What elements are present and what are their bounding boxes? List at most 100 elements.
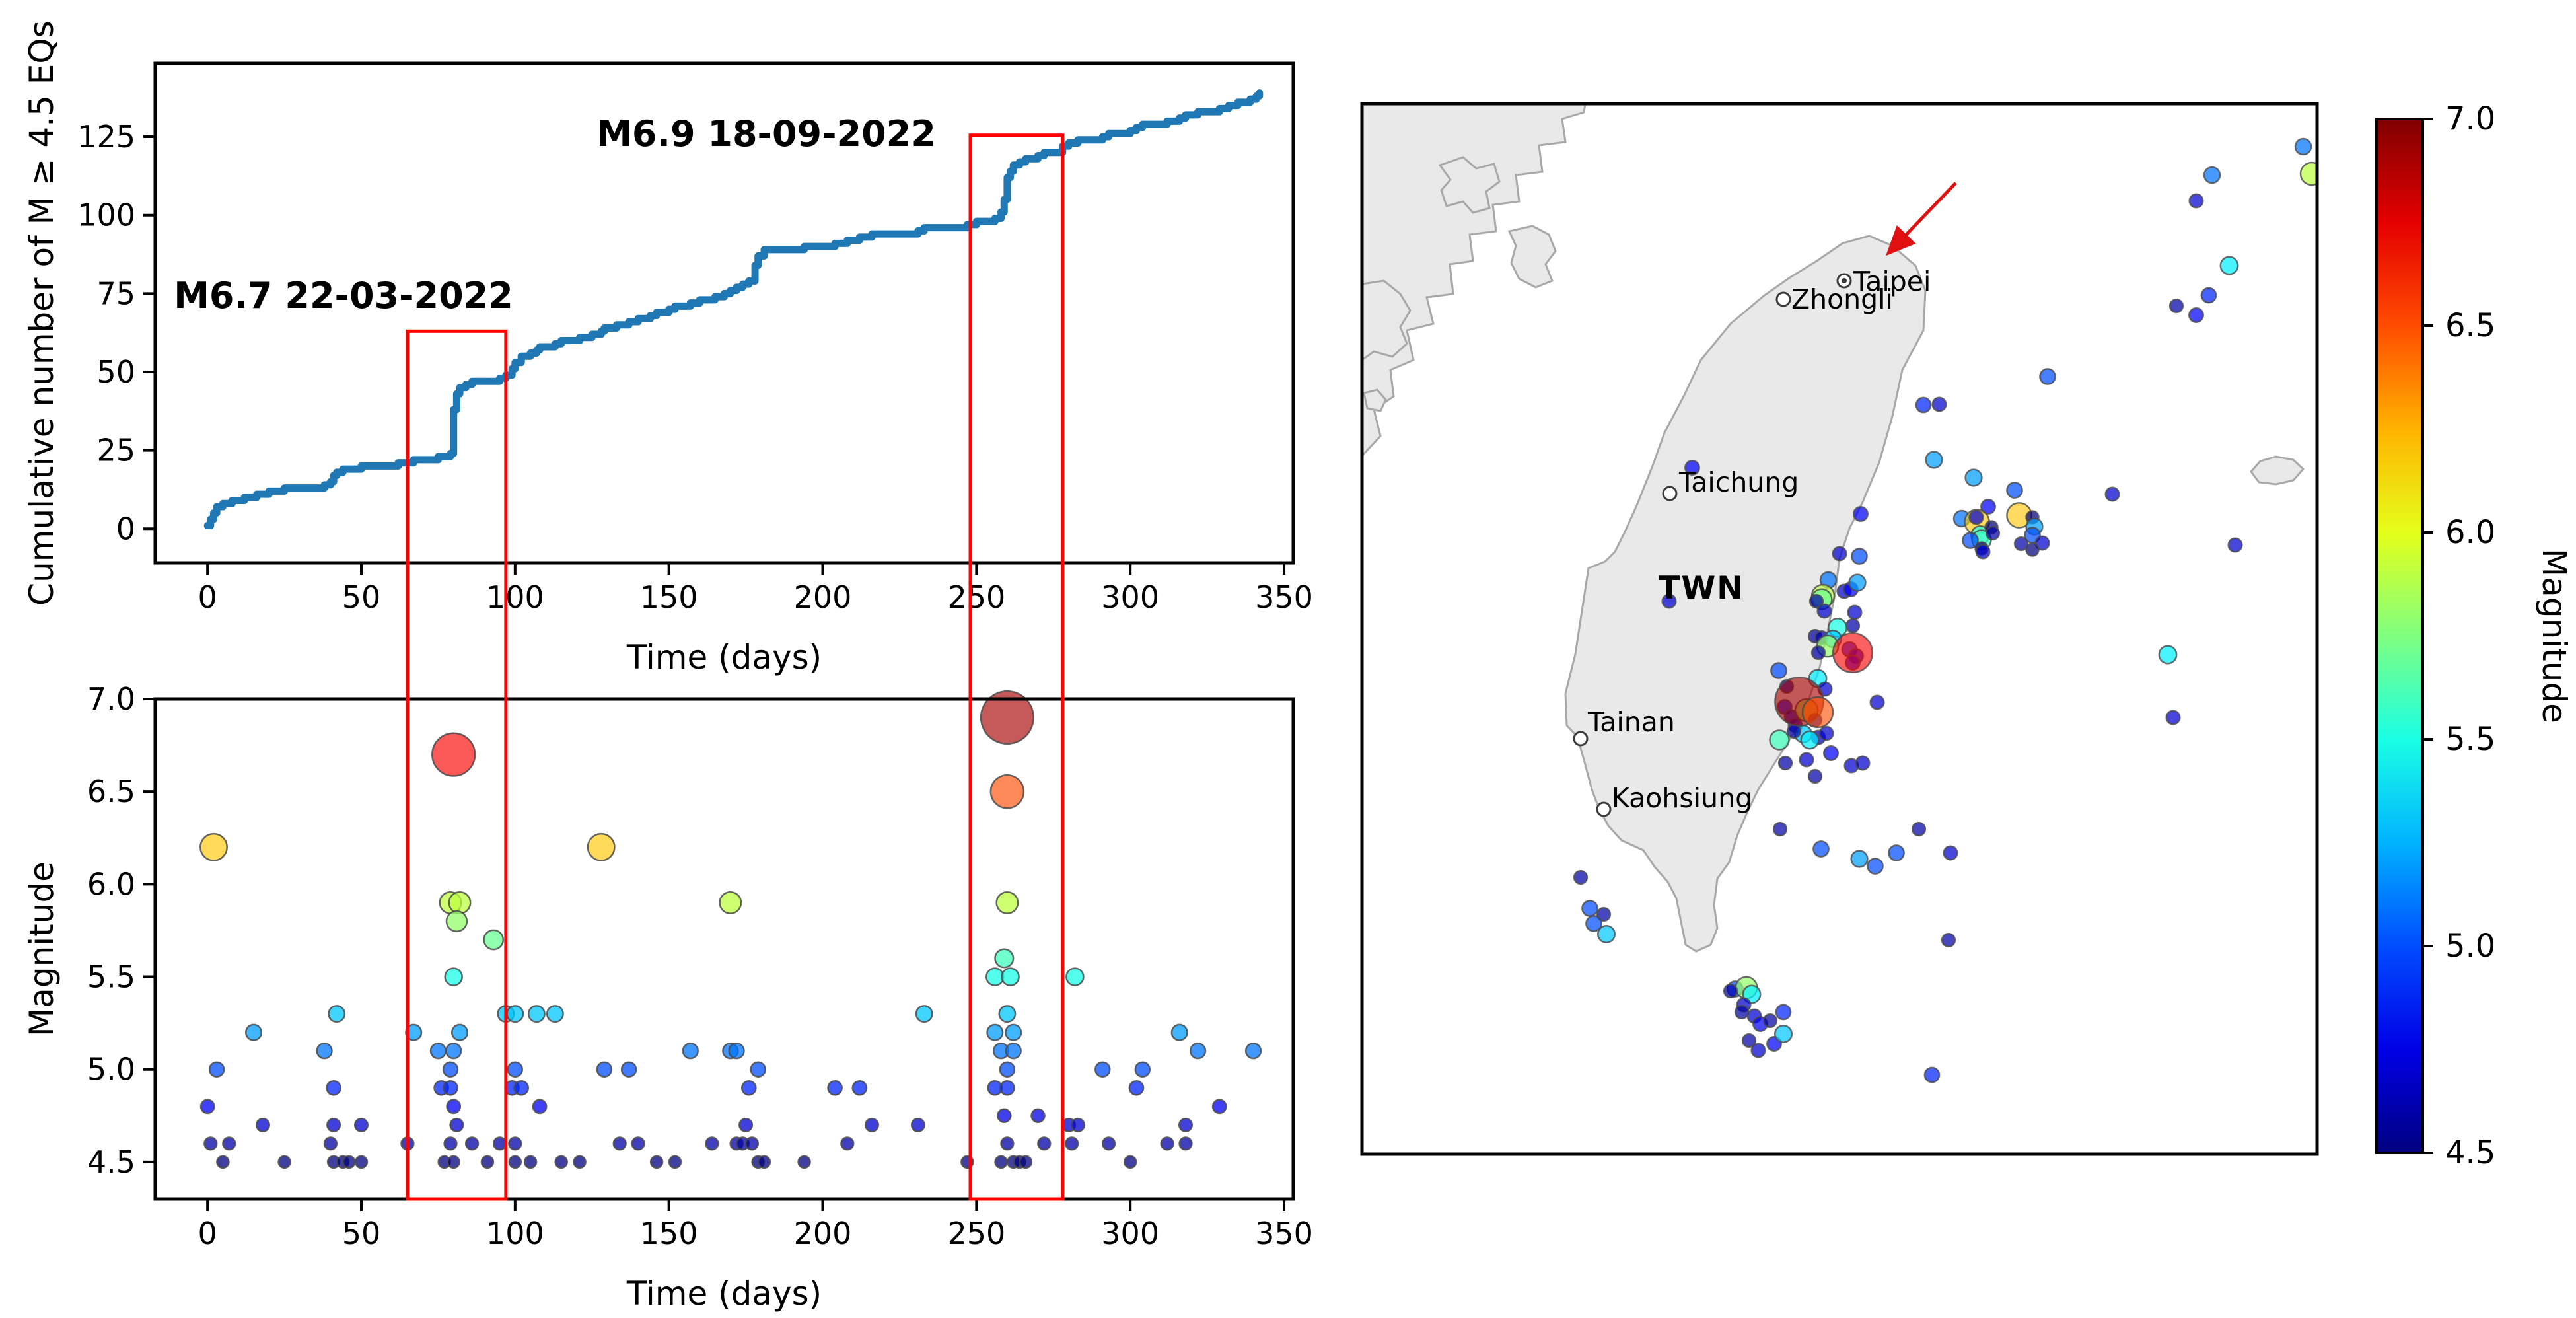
epicenter-dot	[1596, 924, 1616, 944]
y-axis-label: Cumulative number of M ≥ 4.5 EQs	[22, 20, 61, 606]
magnitude-scatter-point	[596, 1061, 613, 1078]
epicenter-dot	[1848, 648, 1864, 664]
colorbar-tick-label: 6.0	[2445, 514, 2495, 551]
epicenter-dot	[1766, 1036, 1782, 1052]
x-tick-label: 0	[198, 579, 217, 615]
epicenter-dot	[1941, 932, 1956, 948]
colorbar-axis-label: Magnitude	[2535, 548, 2573, 723]
epicenter-dot	[1585, 915, 1602, 932]
magnitude-scatter-point	[649, 1155, 664, 1169]
magnitude-scatter-point	[316, 1043, 333, 1060]
epicenter-dot	[1915, 396, 1932, 414]
magnitude-scatter-point	[1000, 1136, 1015, 1151]
epicenter-dot	[1888, 844, 1905, 861]
magnitude-scatter-point	[1070, 1117, 1086, 1132]
y-axis-label: Magnitude	[22, 861, 61, 1037]
epicenter-dot	[2025, 510, 2040, 525]
colorbar-tick-label: 5.0	[2445, 928, 2495, 965]
epicenter-dot	[1772, 821, 1788, 837]
epicenter-dot	[1848, 573, 1867, 592]
magnitude-scatter-point	[444, 967, 463, 986]
small-island	[2250, 455, 2305, 486]
x-tick-label: 150	[640, 1216, 698, 1251]
magnitude-scatter-point	[442, 1061, 459, 1078]
epicenter-dot	[1823, 629, 1843, 649]
epicenter-dot	[1596, 906, 1612, 922]
epicenter-dot	[1964, 509, 1990, 535]
country-label-twn: TWN	[1659, 570, 1744, 606]
epicenter-dot	[1812, 840, 1830, 858]
epicenter-dot	[1801, 696, 1834, 729]
magnitude-scatter-point	[447, 1155, 460, 1169]
magnitude-scatter-point	[1019, 1155, 1033, 1169]
event-annotation-text: M6.9 18-09-2022	[596, 113, 936, 155]
magnitude-scatter-point	[527, 1005, 546, 1023]
magnitude-scatter-point	[208, 1061, 225, 1078]
x-tick-label: 250	[947, 1216, 1005, 1251]
magnitude-scatter-point	[995, 891, 1019, 914]
epicenter-dot	[1843, 758, 1859, 774]
epicenter-dot	[1786, 723, 1802, 739]
magnitude-scatter-point	[1211, 1099, 1227, 1115]
epicenter-dot	[2104, 486, 2120, 502]
epicenter-dot	[1777, 699, 1793, 715]
epicenter-dot	[2025, 517, 2044, 536]
epicenter-dot	[1810, 645, 1826, 661]
magnitude-scatter-point	[910, 1117, 925, 1132]
event-annotation-text: M6.7 22-03-2022	[174, 275, 513, 316]
epicenter-dot	[1962, 532, 1979, 549]
epicenter-dot	[1974, 541, 1989, 556]
epicenter-dot	[1818, 725, 1834, 741]
magnitude-scatter-point	[446, 1099, 462, 1115]
city-marker-taichung	[1662, 486, 1678, 501]
small-island	[1438, 156, 1501, 214]
epicenter-dot	[1794, 698, 1819, 723]
epicenter-dot	[1832, 632, 1874, 674]
epicenter-dot	[1819, 571, 1838, 589]
epicenter-dot	[1734, 1004, 1750, 1020]
magnitude-scatter-point	[546, 1005, 564, 1023]
epicenter-dot	[1853, 506, 1869, 522]
magnitude-scatter-point	[738, 1117, 754, 1132]
city-marker-zhongli	[1775, 291, 1791, 307]
epicenter-dot	[1773, 1024, 1793, 1044]
x-tick-label: 300	[1101, 1216, 1159, 1251]
china-coast-landmass	[1362, 104, 1587, 458]
magnitude-scatter-point	[728, 1043, 745, 1060]
x-tick-label: 200	[794, 1216, 852, 1251]
magnitude-scatter-point	[492, 1136, 507, 1151]
x-tick-label: 150	[640, 579, 698, 615]
epicenter-dot	[2299, 161, 2317, 186]
epicenter-dot	[1843, 581, 1859, 597]
epicenter-dot	[2039, 368, 2056, 385]
epicenter-dot	[1980, 499, 1996, 515]
capital-marker-dot	[1842, 278, 1847, 283]
epicenter-dot	[1923, 1066, 1941, 1083]
x-axis-label: Time (days)	[626, 638, 822, 677]
small-island	[1363, 388, 1387, 412]
epicenter-dot	[2203, 166, 2221, 184]
magnitude-scatter-point	[757, 1155, 771, 1169]
magnitude-scatter-point	[277, 1155, 291, 1169]
epicenter-dot	[1817, 681, 1833, 697]
magnitude-scatter-point	[1030, 1108, 1046, 1124]
magnitude-scatter-point	[750, 1061, 766, 1078]
epicenter-dot	[1832, 546, 1847, 562]
magnitude-scatter-point	[255, 1117, 271, 1132]
y-tick-label: 125	[77, 119, 135, 155]
magnitude-scatter-point	[203, 1136, 218, 1151]
event-highlight-box	[406, 329, 508, 1201]
magnitude-scatter-point	[450, 1023, 469, 1041]
epicenter-dot	[2025, 542, 2040, 557]
magnitude-scatter-point	[1101, 1136, 1116, 1151]
magnitude-scatter-point	[443, 1080, 458, 1096]
epicenter-dot	[1810, 588, 1833, 610]
map-sea	[1362, 104, 2317, 1154]
city-marker-taipei	[1836, 273, 1852, 289]
x-tick-label: 100	[486, 579, 544, 615]
epicenter-dot	[1925, 451, 1943, 469]
magnitude-scatter-point	[429, 1043, 447, 1060]
epicenter-dot	[2006, 482, 2023, 499]
